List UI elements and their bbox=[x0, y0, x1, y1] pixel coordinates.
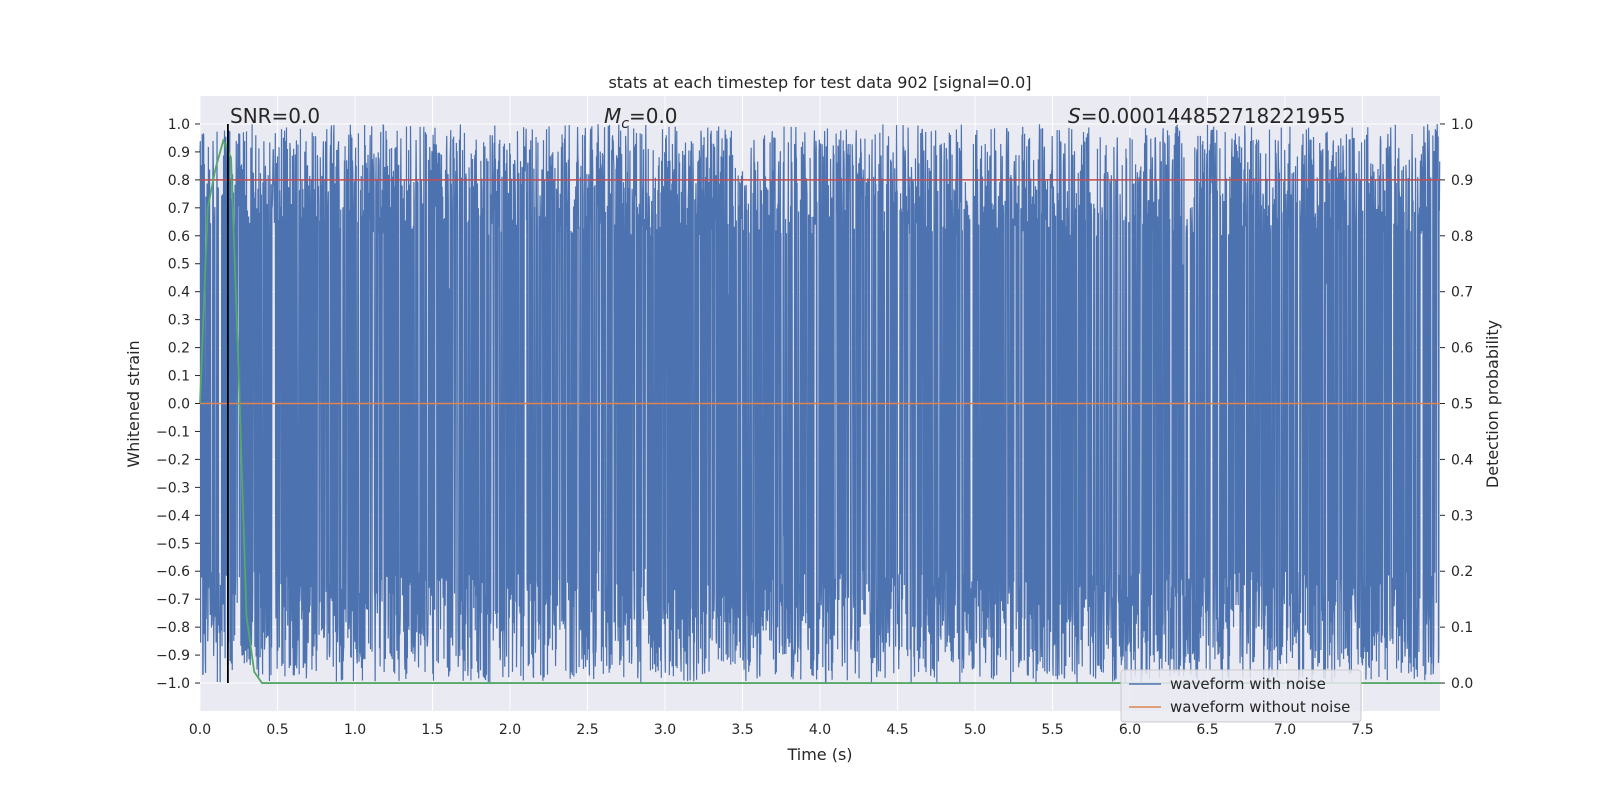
y-tick-label: 0.8 bbox=[168, 173, 190, 189]
chirp-mass-annotation: Mc=0.0 bbox=[604, 104, 678, 132]
y-tick-label: −0.1 bbox=[156, 424, 190, 440]
y-tick-label: 0.9 bbox=[168, 145, 190, 161]
y2-tick-label: 0.8 bbox=[1451, 229, 1473, 245]
y-tick-label: 1.0 bbox=[168, 117, 190, 133]
snr-annotation: SNR=0.0 bbox=[230, 104, 320, 128]
y-tick-label: 0.2 bbox=[168, 341, 190, 357]
noise-waveform-line bbox=[199, 123, 1441, 684]
y-axis-label: Whitened strain bbox=[124, 340, 143, 467]
y-tick-label: −1.0 bbox=[156, 676, 190, 692]
x-tick-label: 6.0 bbox=[1119, 722, 1141, 738]
x-tick-label: 6.5 bbox=[1196, 722, 1218, 738]
y2-tick-label: 0.0 bbox=[1451, 676, 1473, 692]
y-tick-label: 0.3 bbox=[168, 313, 190, 329]
x-tick-label: 5.0 bbox=[964, 722, 986, 738]
x-tick-label: 1.5 bbox=[421, 722, 443, 738]
y2-tick-label: 1.0 bbox=[1451, 117, 1473, 133]
y2-axis-label: Detection probability bbox=[1483, 320, 1502, 488]
legend-box bbox=[1120, 669, 1362, 723]
y-tick-label: −0.2 bbox=[156, 452, 190, 468]
y-tick-label: −0.9 bbox=[156, 648, 190, 664]
y-tick-label: −0.3 bbox=[156, 480, 190, 496]
x-axis-label: Time (s) bbox=[786, 745, 852, 764]
s-annotation: S=0.000144852718221955 bbox=[1068, 104, 1346, 128]
detection-probability-line bbox=[199, 138, 1440, 684]
x-tick-label: 4.5 bbox=[886, 722, 908, 738]
y2-tick-label: 0.6 bbox=[1451, 341, 1473, 357]
x-tick-label: 5.5 bbox=[1041, 722, 1063, 738]
y2-tick-label: 0.4 bbox=[1451, 452, 1473, 468]
chart-title: stats at each timestep for test data 902… bbox=[608, 73, 1031, 92]
y-tick-label: −0.8 bbox=[156, 620, 190, 636]
y2-tick-label: 0.5 bbox=[1451, 397, 1473, 413]
y-tick-label: 0.0 bbox=[168, 397, 190, 413]
y2-tick-label: 0.9 bbox=[1451, 173, 1473, 189]
axes-layer: 0.0 0.5 1.0 1.5 2.0 2.5 3.0 3.5 4.0 4.5 5.0 5.5 6.0 6… bbox=[156, 117, 1473, 738]
y2-tick-label: 0.3 bbox=[1451, 508, 1473, 524]
y-tick-label: 0.1 bbox=[168, 369, 190, 385]
noise-series bbox=[199, 123, 1441, 684]
x-tick-label: 7.5 bbox=[1351, 722, 1373, 738]
x-tick-label: 2.5 bbox=[576, 722, 598, 738]
legend-label-clean: waveform without noise bbox=[1170, 698, 1350, 716]
x-tick-label: 3.5 bbox=[731, 722, 753, 738]
y-tick-label: 0.7 bbox=[168, 201, 190, 217]
x-tick-label: 0.5 bbox=[266, 722, 288, 738]
y-tick-label: −0.6 bbox=[156, 564, 190, 580]
y-tick-label: 0.4 bbox=[168, 285, 190, 301]
y2-tick-label: 0.1 bbox=[1451, 620, 1473, 636]
y2-tick-label: 0.7 bbox=[1451, 285, 1473, 301]
legend-label-noise: waveform with noise bbox=[1170, 675, 1326, 693]
y-tick-label: 0.5 bbox=[168, 257, 190, 273]
y2-tick-label: 0.2 bbox=[1451, 564, 1473, 580]
lines-layer bbox=[199, 123, 1440, 684]
x-tick-label: 2.0 bbox=[499, 722, 521, 738]
y-tick-label: 0.6 bbox=[168, 229, 190, 245]
y-tick-label: −0.7 bbox=[156, 592, 190, 608]
x-tick-label: 4.0 bbox=[809, 722, 831, 738]
y-tick-label: −0.5 bbox=[156, 536, 190, 552]
y-tick-label: −0.4 bbox=[156, 508, 190, 524]
x-tick-label: 0.0 bbox=[189, 722, 211, 738]
x-tick-label: 3.0 bbox=[654, 722, 676, 738]
x-tick-label: 7.0 bbox=[1274, 722, 1296, 738]
x-tick-label: 1.0 bbox=[344, 722, 366, 738]
legend: waveform with noise waveform without noi… bbox=[1120, 669, 1362, 723]
